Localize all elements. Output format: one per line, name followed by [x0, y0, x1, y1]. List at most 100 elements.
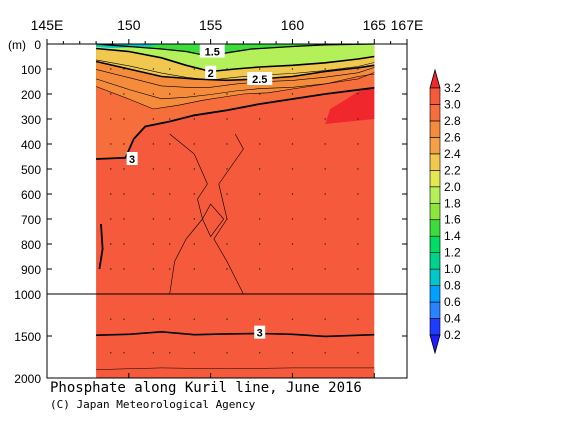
station-dot: [152, 193, 155, 195]
station-dot: [123, 143, 125, 145]
station-dot: [259, 118, 261, 120]
station-dot: [226, 68, 228, 70]
station-dot: [169, 268, 171, 270]
band-deep-bottom: [96, 367, 375, 378]
colorbar-label: 2.6: [444, 130, 461, 144]
station-dot: [291, 352, 294, 354]
station-dot: [110, 268, 112, 270]
colorbar-label: 0.2: [444, 328, 461, 342]
station-dot: [152, 143, 155, 145]
station-dot: [291, 318, 294, 320]
station-dot: [152, 93, 155, 95]
station-dot: [259, 218, 261, 220]
station-dot: [152, 68, 155, 70]
station-dot: [193, 318, 195, 320]
y-tick-label: 200: [21, 88, 41, 102]
colorbar-label: 3.2: [444, 81, 461, 95]
colorbar-swatch: [429, 318, 441, 336]
contour-3-deep: [96, 330, 375, 338]
station-dot: [259, 143, 261, 145]
station-dot: [152, 243, 155, 245]
station-dot: [357, 318, 359, 320]
colorbar-label: 2.4: [444, 147, 461, 161]
colorbar-label: 1.2: [444, 246, 461, 260]
contour-label: 3: [257, 328, 263, 340]
station-dot: [152, 118, 155, 120]
contour-thin-0: [96, 59, 375, 81]
y-tick-label: 400: [21, 138, 41, 152]
colorbar-label: 1.6: [444, 213, 461, 227]
axis-ticks: 145E 150 155 160 165 167E (m) 0 100 200 300 400 500 6…: [8, 17, 423, 386]
station-dot: [169, 143, 171, 145]
station-dot: [110, 193, 112, 195]
station-dot: [357, 243, 359, 245]
station-dot: [291, 143, 294, 145]
chart-credit: (C) Japan Meteorological Agency: [50, 398, 256, 411]
station-dot: [169, 243, 171, 245]
station-dot: [193, 218, 195, 220]
colorbar-label: 2.8: [444, 114, 461, 128]
contour-plume-left: [169, 133, 208, 295]
station-dot: [193, 68, 195, 70]
contour-3: [96, 86, 375, 160]
contour-label-bg: [199, 44, 225, 58]
contour-label-bg: [247, 72, 273, 85]
station-dot: [123, 243, 125, 245]
contour-lens: [202, 203, 225, 238]
station-dot: [291, 268, 294, 270]
band-1-8: [96, 44, 375, 72]
phosphate-field: [96, 44, 375, 378]
colorbar: 0.2 0.4 0.6 0.8 1.0 1.2 1.4 1.6 1.8 2.0 2.2 2.4 2.6 2…: [429, 68, 461, 355]
station-dot: [226, 268, 228, 270]
contour-3-1-bottom: [96, 367, 375, 370]
station-dot: [259, 268, 261, 270]
station-dot: [357, 68, 359, 70]
station-dot: [324, 93, 326, 95]
station-dot: [291, 118, 294, 120]
station-dot: [169, 318, 171, 320]
x-tick-label: 160: [281, 17, 305, 33]
colorbar-label: 1.8: [444, 196, 461, 210]
station-dot: [259, 68, 261, 70]
x-tick-label: 150: [117, 17, 141, 33]
y-tick-label: 0: [34, 38, 41, 52]
contour-thin-1: [96, 67, 375, 88]
station-dot: [357, 193, 359, 195]
colorbar-label: 1.4: [444, 229, 461, 243]
station-dot: [152, 318, 155, 320]
station-dot: [259, 318, 261, 320]
colorbar-swatch: [429, 137, 441, 155]
station-dot: [324, 143, 326, 145]
station-dot: [259, 352, 261, 354]
station-dot: [291, 243, 294, 245]
y-tick-label: 1500: [14, 330, 41, 344]
station-dot: [324, 168, 326, 170]
colorbar-swatch: [429, 235, 441, 253]
y-tick-label: 800: [21, 238, 41, 252]
station-dot: [123, 218, 125, 220]
station-dot: [193, 193, 195, 195]
field-patch-0: [325, 87, 375, 124]
contour-thin-2: [96, 72, 375, 100]
station-dot: [357, 118, 359, 120]
colorbar-swatch: [429, 219, 441, 237]
colorbar-under-arrow: [429, 334, 441, 355]
band-1-4: [96, 44, 375, 57]
station-dot: [123, 268, 125, 270]
station-dot: [291, 193, 294, 195]
x-tick-label: 145E: [31, 17, 64, 33]
station-dot: [226, 143, 228, 145]
station-dot: [357, 143, 359, 145]
station-dot: [123, 68, 125, 70]
contour-label: 1.5: [205, 47, 220, 59]
station-dot: [226, 318, 228, 320]
contour-2-5: [95, 60, 375, 82]
station-dot: [110, 68, 112, 70]
station-dot: [123, 118, 125, 120]
station-dot: [110, 243, 112, 245]
colorbar-swatch: [429, 301, 441, 319]
y-tick-label: 2000: [14, 372, 41, 386]
station-dot: [226, 218, 228, 220]
